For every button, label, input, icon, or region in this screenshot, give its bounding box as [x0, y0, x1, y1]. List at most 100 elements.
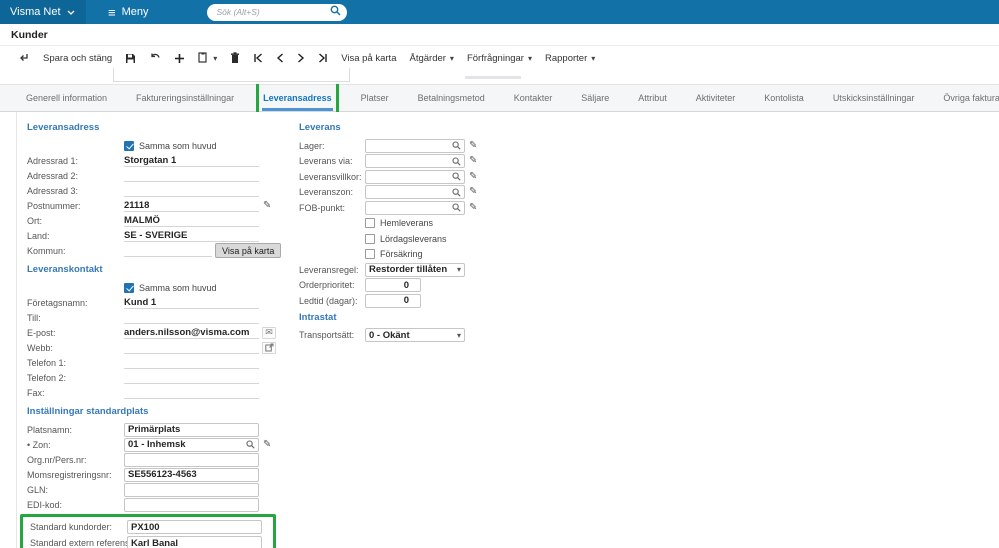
save-and-close-button[interactable]: Spara och stäng [43, 52, 113, 64]
tab[interactable]: Utskicksinställningar [832, 85, 916, 111]
delivery-option-checkbox[interactable] [365, 218, 375, 229]
delivery-option-checkbox[interactable] [365, 249, 375, 260]
municipality-input[interactable] [124, 244, 212, 257]
search-icon[interactable] [330, 3, 341, 21]
scrollbar[interactable] [465, 76, 521, 79]
address3-input[interactable] [124, 184, 259, 197]
back-icon[interactable] [18, 53, 30, 64]
inquiries-menu[interactable]: Förfrågningar ▾ [467, 53, 532, 64]
tab[interactable]: Aktiviteter [695, 85, 737, 111]
edit-pencil-icon[interactable]: ✎ [469, 201, 478, 213]
checkbox-label: Hemleverans [380, 218, 434, 229]
last-record-icon[interactable] [318, 53, 328, 63]
field-label: Postnummer: [27, 200, 81, 211]
address2-row: Adressrad 2: [27, 168, 289, 183]
field-label: Ledtid (dagar): [299, 295, 358, 306]
field-label: Telefon 2: [27, 372, 67, 383]
edit-pencil-icon[interactable]: ✎ [469, 155, 478, 167]
main-menu-button[interactable]: ≡ Meny [108, 6, 149, 19]
tab[interactable]: Attribut [637, 85, 668, 111]
envelope-icon[interactable]: ✉ [262, 326, 276, 339]
edi-row: EDI-kod: [27, 497, 289, 512]
tab[interactable]: Säljare [580, 85, 610, 111]
tab[interactable]: Betalningsmetod [417, 85, 486, 111]
lookup-magnifier-icon[interactable] [452, 172, 461, 181]
country-input[interactable]: SE - SVERIGE [124, 229, 259, 242]
edit-pencil-icon[interactable]: ✎ [263, 438, 272, 450]
lookup-magnifier-icon[interactable] [452, 141, 461, 150]
tab[interactable]: Kontakter [513, 85, 554, 111]
lookup-input[interactable] [365, 154, 465, 169]
default-order-input[interactable]: PX100 [127, 520, 262, 534]
copy-menu[interactable]: ▾ [198, 52, 217, 64]
order-priority-input[interactable]: 0 [365, 278, 421, 293]
lookup-input[interactable] [365, 169, 465, 184]
location-name-input[interactable]: Primärplats [124, 422, 259, 437]
address1-input[interactable]: Storgatan 1 [124, 154, 259, 167]
postal-input[interactable]: 21118 [124, 199, 259, 212]
phone2-row: Telefon 2: [27, 370, 289, 385]
city-input[interactable]: MALMÖ [124, 214, 259, 227]
field-label: Företagsnamn: [27, 297, 88, 308]
edit-pencil-icon[interactable]: ✎ [469, 170, 478, 182]
address2-input[interactable] [124, 169, 259, 182]
add-icon[interactable] [174, 53, 185, 64]
tab[interactable]: Generell information [25, 85, 108, 111]
toolbar: Spara och stäng ▾ Visa på karta Åtgärder… [0, 46, 999, 70]
vat-row: Momsregistreringsnr: SE556123-4563 [27, 467, 289, 482]
edit-pencil-icon[interactable]: ✎ [263, 199, 272, 211]
search-input[interactable] [216, 7, 330, 17]
tab[interactable]: Leveransadress [256, 79, 339, 117]
delivery-option-checkbox[interactable] [365, 233, 375, 244]
phone1-input[interactable] [124, 356, 259, 369]
brand-menu[interactable]: Visma Net [0, 0, 86, 24]
show-on-map-button[interactable]: Visa på karta [341, 52, 397, 64]
reports-menu[interactable]: Rapporter ▾ [545, 53, 595, 64]
same-as-main-checkbox[interactable] [124, 140, 134, 151]
actions-menu[interactable]: Åtgärder ▾ [409, 53, 453, 64]
attention-input[interactable] [124, 311, 259, 324]
chevron-down-icon: ▾ [213, 53, 218, 63]
email-input[interactable]: anders.nilsson@visma.com [124, 326, 259, 339]
orgnr-input[interactable] [124, 452, 259, 467]
edit-pencil-icon[interactable]: ✎ [469, 139, 478, 151]
field-label: Ort: [27, 215, 42, 226]
next-record-icon[interactable] [297, 53, 305, 63]
tab[interactable]: Faktureringsinställningar [135, 85, 235, 111]
delete-icon[interactable] [230, 52, 240, 64]
lead-time-input[interactable]: 0 [365, 293, 421, 308]
tab[interactable]: Övriga fakturainställningar [942, 85, 999, 111]
lookup-input[interactable] [365, 200, 465, 215]
lookup-magnifier-icon[interactable] [246, 440, 255, 449]
lookup-magnifier-icon[interactable] [452, 157, 461, 166]
edi-input[interactable] [124, 497, 259, 512]
fax-input[interactable] [124, 386, 259, 399]
lookup-magnifier-icon[interactable] [452, 203, 461, 212]
show-on-map-field-button[interactable]: Visa på karta [215, 243, 282, 258]
company-input[interactable]: Kund 1 [124, 296, 259, 309]
lookup-input[interactable] [365, 138, 465, 153]
lookup-row: Leveranszon: ✎ [299, 185, 509, 201]
web-input[interactable] [124, 341, 259, 354]
checkbox-label: Samma som huvud [139, 282, 217, 293]
tab[interactable]: Platser [360, 85, 390, 111]
lookup-magnifier-icon[interactable] [452, 188, 461, 197]
phone2-input[interactable] [124, 371, 259, 384]
global-search[interactable] [206, 3, 347, 21]
delivery-rule-select[interactable]: Restorder tillåten ▾ [365, 262, 465, 277]
lookup-input[interactable] [365, 185, 465, 200]
postal-row: Postnummer: 21118 ✎ [27, 198, 289, 213]
edit-pencil-icon[interactable]: ✎ [469, 186, 478, 198]
same-as-main-contact-checkbox[interactable] [124, 282, 134, 293]
save-icon[interactable] [125, 53, 136, 64]
default-ext-ref-input[interactable]: Karl Banal [127, 536, 262, 548]
previous-record-icon[interactable] [276, 53, 284, 63]
transport-select[interactable]: 0 - Okänt ▾ [365, 328, 465, 343]
vat-input[interactable]: SE556123-4563 [124, 467, 259, 482]
gln-input[interactable] [124, 482, 259, 497]
tab[interactable]: Kontolista [763, 85, 805, 111]
first-record-icon[interactable] [253, 53, 263, 63]
undo-icon[interactable] [149, 53, 161, 63]
zone-input[interactable]: 01 - Inhemsk [124, 437, 259, 452]
external-link-icon[interactable] [262, 341, 276, 354]
